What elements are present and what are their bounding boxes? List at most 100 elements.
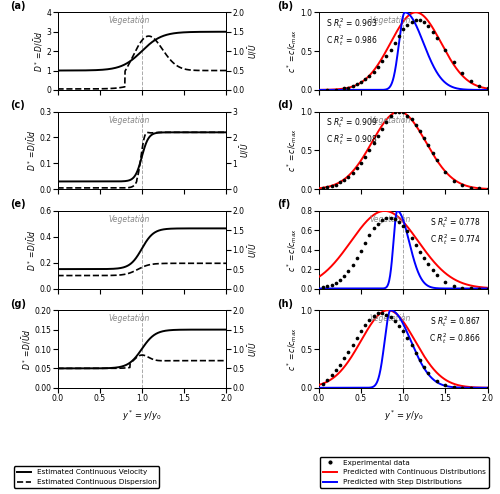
Point: [378, 216, 386, 224]
Point: [357, 327, 365, 335]
Point: [408, 341, 416, 349]
Point: [466, 77, 474, 84]
Point: [328, 182, 336, 190]
Point: [361, 239, 369, 247]
Point: [353, 165, 361, 172]
Point: [450, 58, 458, 66]
Point: [458, 284, 466, 291]
Point: [484, 285, 492, 292]
Point: [344, 173, 352, 181]
Y-axis label: $c^* = c / c_{max}$: $c^* = c / c_{max}$: [285, 327, 299, 371]
Point: [357, 247, 365, 254]
Point: [366, 146, 374, 154]
Point: [433, 34, 441, 42]
Point: [433, 156, 441, 164]
Point: [344, 267, 352, 275]
Point: [374, 309, 382, 317]
Text: Vegetation: Vegetation: [108, 215, 150, 224]
Point: [475, 285, 483, 292]
Point: [382, 311, 390, 319]
Point: [324, 86, 332, 94]
Point: [420, 134, 428, 142]
Point: [348, 261, 356, 269]
X-axis label: $y^* = y / y_0$: $y^* = y / y_0$: [122, 409, 162, 423]
Point: [332, 279, 340, 287]
Text: S $R_t^2$ = 0.963
C $R_t^2$ = 0.986: S $R_t^2$ = 0.963 C $R_t^2$ = 0.986: [326, 16, 378, 48]
Point: [466, 384, 474, 392]
Point: [370, 68, 378, 76]
Text: (a): (a): [10, 1, 26, 11]
Text: (b): (b): [276, 1, 293, 11]
Point: [370, 224, 378, 232]
Point: [458, 384, 466, 392]
Point: [361, 75, 369, 83]
Point: [378, 309, 386, 317]
Text: (c): (c): [10, 100, 25, 110]
Text: S $R_t^2$ = 0.778
C $R_t^2$ = 0.774: S $R_t^2$ = 0.778 C $R_t^2$ = 0.774: [430, 215, 481, 247]
Point: [399, 327, 407, 335]
Text: S $R_t^2$ = 0.867
C $R_t^2$ = 0.866: S $R_t^2$ = 0.867 C $R_t^2$ = 0.866: [429, 314, 481, 346]
Point: [442, 381, 450, 389]
Point: [428, 266, 436, 274]
Point: [395, 32, 403, 40]
Point: [416, 247, 424, 255]
Y-axis label: $U / \bar{U}$: $U / \bar{U}$: [246, 341, 258, 357]
Text: (f): (f): [276, 200, 290, 209]
Text: Vegetation: Vegetation: [108, 314, 150, 323]
Point: [424, 22, 432, 30]
Point: [416, 16, 424, 24]
Point: [484, 384, 492, 392]
Point: [344, 348, 352, 356]
Point: [332, 366, 340, 374]
Point: [395, 322, 403, 329]
Point: [391, 317, 399, 325]
Point: [386, 313, 394, 321]
Point: [420, 18, 428, 26]
Point: [366, 316, 374, 324]
Point: [466, 184, 474, 192]
Point: [484, 84, 492, 92]
Y-axis label: $c^* = c / c_{max}$: $c^* = c / c_{max}$: [285, 228, 299, 272]
Point: [442, 278, 450, 286]
Point: [353, 81, 361, 88]
Legend: Experimental data, Predicted with Continuous Distributions, Predicted with Step : Experimental data, Predicted with Contin…: [320, 457, 489, 488]
Point: [328, 281, 336, 288]
Point: [340, 354, 348, 362]
Text: S $R_t^2$ = 0.909
C $R_t^2$ = 0.908: S $R_t^2$ = 0.909 C $R_t^2$ = 0.908: [326, 116, 378, 147]
Point: [428, 149, 436, 157]
Text: Vegetation: Vegetation: [108, 16, 150, 25]
Point: [324, 376, 332, 384]
Point: [412, 349, 420, 357]
Point: [424, 141, 432, 149]
Point: [340, 272, 348, 280]
Point: [391, 109, 399, 117]
X-axis label: $y^* = y / y_0$: $y^* = y / y_0$: [384, 409, 423, 423]
Y-axis label: $U / \bar{U}$: $U / \bar{U}$: [246, 43, 258, 59]
Text: (d): (d): [276, 100, 292, 110]
Point: [361, 321, 369, 329]
Point: [416, 127, 424, 135]
Point: [366, 231, 374, 239]
Point: [424, 369, 432, 377]
Point: [370, 312, 378, 320]
Point: [408, 18, 416, 26]
Point: [442, 168, 450, 176]
Point: [442, 45, 450, 53]
Point: [475, 82, 483, 90]
Text: (e): (e): [10, 200, 26, 209]
Point: [458, 181, 466, 189]
Point: [353, 254, 361, 262]
Point: [395, 218, 403, 226]
Point: [336, 178, 344, 186]
Point: [344, 83, 352, 91]
Point: [458, 69, 466, 77]
Point: [357, 159, 365, 167]
Point: [336, 361, 344, 369]
Point: [374, 132, 382, 140]
Point: [408, 116, 416, 124]
Point: [428, 28, 436, 36]
Point: [374, 63, 382, 71]
Point: [382, 214, 390, 222]
Point: [404, 334, 411, 342]
Point: [378, 57, 386, 65]
